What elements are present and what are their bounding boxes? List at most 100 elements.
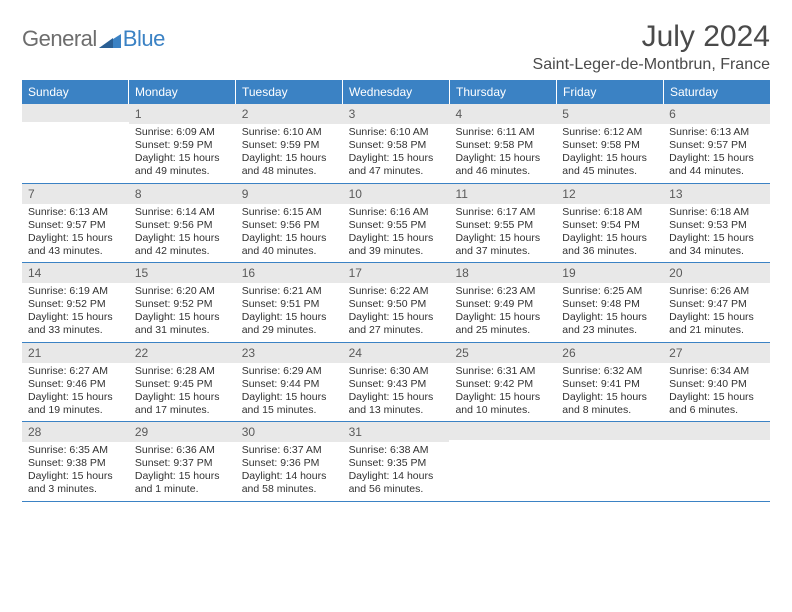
daylight-text: Daylight: 15 hours and 27 minutes. bbox=[349, 311, 444, 337]
cell-body: Sunrise: 6:31 AMSunset: 9:42 PMDaylight:… bbox=[449, 363, 556, 422]
daylight-text: Daylight: 15 hours and 19 minutes. bbox=[28, 391, 123, 417]
calendar-cell: 15Sunrise: 6:20 AMSunset: 9:52 PMDayligh… bbox=[129, 263, 236, 342]
calendar-cell: 2Sunrise: 6:10 AMSunset: 9:59 PMDaylight… bbox=[236, 104, 343, 183]
cell-body: Sunrise: 6:13 AMSunset: 9:57 PMDaylight:… bbox=[22, 204, 129, 263]
daylight-text: Daylight: 15 hours and 43 minutes. bbox=[28, 232, 123, 258]
cell-body bbox=[22, 122, 129, 178]
daylight-text: Daylight: 15 hours and 3 minutes. bbox=[28, 470, 123, 496]
sunrise-text: Sunrise: 6:26 AM bbox=[669, 285, 764, 298]
daylight-text: Daylight: 15 hours and 34 minutes. bbox=[669, 232, 764, 258]
day-header-friday: Friday bbox=[557, 80, 664, 104]
day-number: 28 bbox=[22, 422, 129, 442]
cell-body: Sunrise: 6:14 AMSunset: 9:56 PMDaylight:… bbox=[129, 204, 236, 263]
sunset-text: Sunset: 9:36 PM bbox=[242, 457, 337, 470]
calendar-cell: 1Sunrise: 6:09 AMSunset: 9:59 PMDaylight… bbox=[129, 104, 236, 183]
sunset-text: Sunset: 9:35 PM bbox=[349, 457, 444, 470]
calendar-cell bbox=[22, 104, 129, 183]
sunrise-text: Sunrise: 6:25 AM bbox=[562, 285, 657, 298]
calendar-cell: 22Sunrise: 6:28 AMSunset: 9:45 PMDayligh… bbox=[129, 343, 236, 422]
sunrise-text: Sunrise: 6:28 AM bbox=[135, 365, 230, 378]
day-header-saturday: Saturday bbox=[664, 80, 770, 104]
sunset-text: Sunset: 9:38 PM bbox=[28, 457, 123, 470]
calendar-cell: 9Sunrise: 6:15 AMSunset: 9:56 PMDaylight… bbox=[236, 184, 343, 263]
sunset-text: Sunset: 9:56 PM bbox=[135, 219, 230, 232]
sunrise-text: Sunrise: 6:27 AM bbox=[28, 365, 123, 378]
day-number: 18 bbox=[449, 263, 556, 283]
daylight-text: Daylight: 14 hours and 58 minutes. bbox=[242, 470, 337, 496]
day-number: 25 bbox=[449, 343, 556, 363]
day-header-row: Sunday Monday Tuesday Wednesday Thursday… bbox=[22, 80, 770, 104]
cell-body: Sunrise: 6:12 AMSunset: 9:58 PMDaylight:… bbox=[556, 124, 663, 183]
sunrise-text: Sunrise: 6:18 AM bbox=[669, 206, 764, 219]
day-number: 10 bbox=[343, 184, 450, 204]
sunrise-text: Sunrise: 6:21 AM bbox=[242, 285, 337, 298]
day-number: 12 bbox=[556, 184, 663, 204]
daylight-text: Daylight: 15 hours and 37 minutes. bbox=[455, 232, 550, 258]
day-number: 3 bbox=[343, 104, 450, 124]
day-number: 31 bbox=[343, 422, 450, 442]
day-number: 19 bbox=[556, 263, 663, 283]
calendar-cell: 20Sunrise: 6:26 AMSunset: 9:47 PMDayligh… bbox=[663, 263, 770, 342]
sunrise-text: Sunrise: 6:18 AM bbox=[562, 206, 657, 219]
calendar-cell: 19Sunrise: 6:25 AMSunset: 9:48 PMDayligh… bbox=[556, 263, 663, 342]
daylight-text: Daylight: 15 hours and 49 minutes. bbox=[135, 152, 230, 178]
day-number: 20 bbox=[663, 263, 770, 283]
sunset-text: Sunset: 9:52 PM bbox=[28, 298, 123, 311]
day-header-thursday: Thursday bbox=[450, 80, 557, 104]
day-number: 11 bbox=[449, 184, 556, 204]
daylight-text: Daylight: 15 hours and 17 minutes. bbox=[135, 391, 230, 417]
cell-body: Sunrise: 6:35 AMSunset: 9:38 PMDaylight:… bbox=[22, 442, 129, 501]
sunset-text: Sunset: 9:49 PM bbox=[455, 298, 550, 311]
day-header-tuesday: Tuesday bbox=[236, 80, 343, 104]
calendar-cell: 26Sunrise: 6:32 AMSunset: 9:41 PMDayligh… bbox=[556, 343, 663, 422]
cell-body: Sunrise: 6:15 AMSunset: 9:56 PMDaylight:… bbox=[236, 204, 343, 263]
cell-body bbox=[556, 440, 663, 496]
calendar-cell: 18Sunrise: 6:23 AMSunset: 9:49 PMDayligh… bbox=[449, 263, 556, 342]
week-row: 1Sunrise: 6:09 AMSunset: 9:59 PMDaylight… bbox=[22, 104, 770, 184]
sunrise-text: Sunrise: 6:16 AM bbox=[349, 206, 444, 219]
calendar: Sunday Monday Tuesday Wednesday Thursday… bbox=[22, 80, 770, 502]
calendar-cell: 29Sunrise: 6:36 AMSunset: 9:37 PMDayligh… bbox=[129, 422, 236, 501]
calendar-cell bbox=[556, 422, 663, 501]
daylight-text: Daylight: 15 hours and 46 minutes. bbox=[455, 152, 550, 178]
cell-body: Sunrise: 6:36 AMSunset: 9:37 PMDaylight:… bbox=[129, 442, 236, 501]
sunrise-text: Sunrise: 6:17 AM bbox=[455, 206, 550, 219]
daylight-text: Daylight: 15 hours and 47 minutes. bbox=[349, 152, 444, 178]
location-label: Saint-Leger-de-Montbrun, France bbox=[533, 56, 770, 74]
cell-body: Sunrise: 6:19 AMSunset: 9:52 PMDaylight:… bbox=[22, 283, 129, 342]
sunset-text: Sunset: 9:44 PM bbox=[242, 378, 337, 391]
cell-body: Sunrise: 6:21 AMSunset: 9:51 PMDaylight:… bbox=[236, 283, 343, 342]
calendar-cell bbox=[449, 422, 556, 501]
calendar-cell: 28Sunrise: 6:35 AMSunset: 9:38 PMDayligh… bbox=[22, 422, 129, 501]
day-header-sunday: Sunday bbox=[22, 80, 129, 104]
sunset-text: Sunset: 9:46 PM bbox=[28, 378, 123, 391]
daylight-text: Daylight: 15 hours and 6 minutes. bbox=[669, 391, 764, 417]
sunset-text: Sunset: 9:50 PM bbox=[349, 298, 444, 311]
daylight-text: Daylight: 15 hours and 42 minutes. bbox=[135, 232, 230, 258]
calendar-cell: 25Sunrise: 6:31 AMSunset: 9:42 PMDayligh… bbox=[449, 343, 556, 422]
daylight-text: Daylight: 15 hours and 33 minutes. bbox=[28, 311, 123, 337]
calendar-cell: 13Sunrise: 6:18 AMSunset: 9:53 PMDayligh… bbox=[663, 184, 770, 263]
logo: General Blue bbox=[22, 20, 165, 52]
sunrise-text: Sunrise: 6:10 AM bbox=[242, 126, 337, 139]
day-number: 23 bbox=[236, 343, 343, 363]
daylight-text: Daylight: 15 hours and 25 minutes. bbox=[455, 311, 550, 337]
daylight-text: Daylight: 15 hours and 10 minutes. bbox=[455, 391, 550, 417]
cell-body: Sunrise: 6:18 AMSunset: 9:53 PMDaylight:… bbox=[663, 204, 770, 263]
daylight-text: Daylight: 15 hours and 45 minutes. bbox=[562, 152, 657, 178]
cell-body: Sunrise: 6:13 AMSunset: 9:57 PMDaylight:… bbox=[663, 124, 770, 183]
day-number bbox=[449, 422, 556, 440]
sunset-text: Sunset: 9:58 PM bbox=[562, 139, 657, 152]
day-number bbox=[22, 104, 129, 122]
calendar-cell bbox=[663, 422, 770, 501]
day-number: 9 bbox=[236, 184, 343, 204]
calendar-cell: 3Sunrise: 6:10 AMSunset: 9:58 PMDaylight… bbox=[343, 104, 450, 183]
sunset-text: Sunset: 9:42 PM bbox=[455, 378, 550, 391]
daylight-text: Daylight: 15 hours and 23 minutes. bbox=[562, 311, 657, 337]
calendar-cell: 10Sunrise: 6:16 AMSunset: 9:55 PMDayligh… bbox=[343, 184, 450, 263]
cell-body: Sunrise: 6:34 AMSunset: 9:40 PMDaylight:… bbox=[663, 363, 770, 422]
daylight-text: Daylight: 15 hours and 21 minutes. bbox=[669, 311, 764, 337]
daylight-text: Daylight: 15 hours and 13 minutes. bbox=[349, 391, 444, 417]
day-number bbox=[663, 422, 770, 440]
calendar-cell: 16Sunrise: 6:21 AMSunset: 9:51 PMDayligh… bbox=[236, 263, 343, 342]
